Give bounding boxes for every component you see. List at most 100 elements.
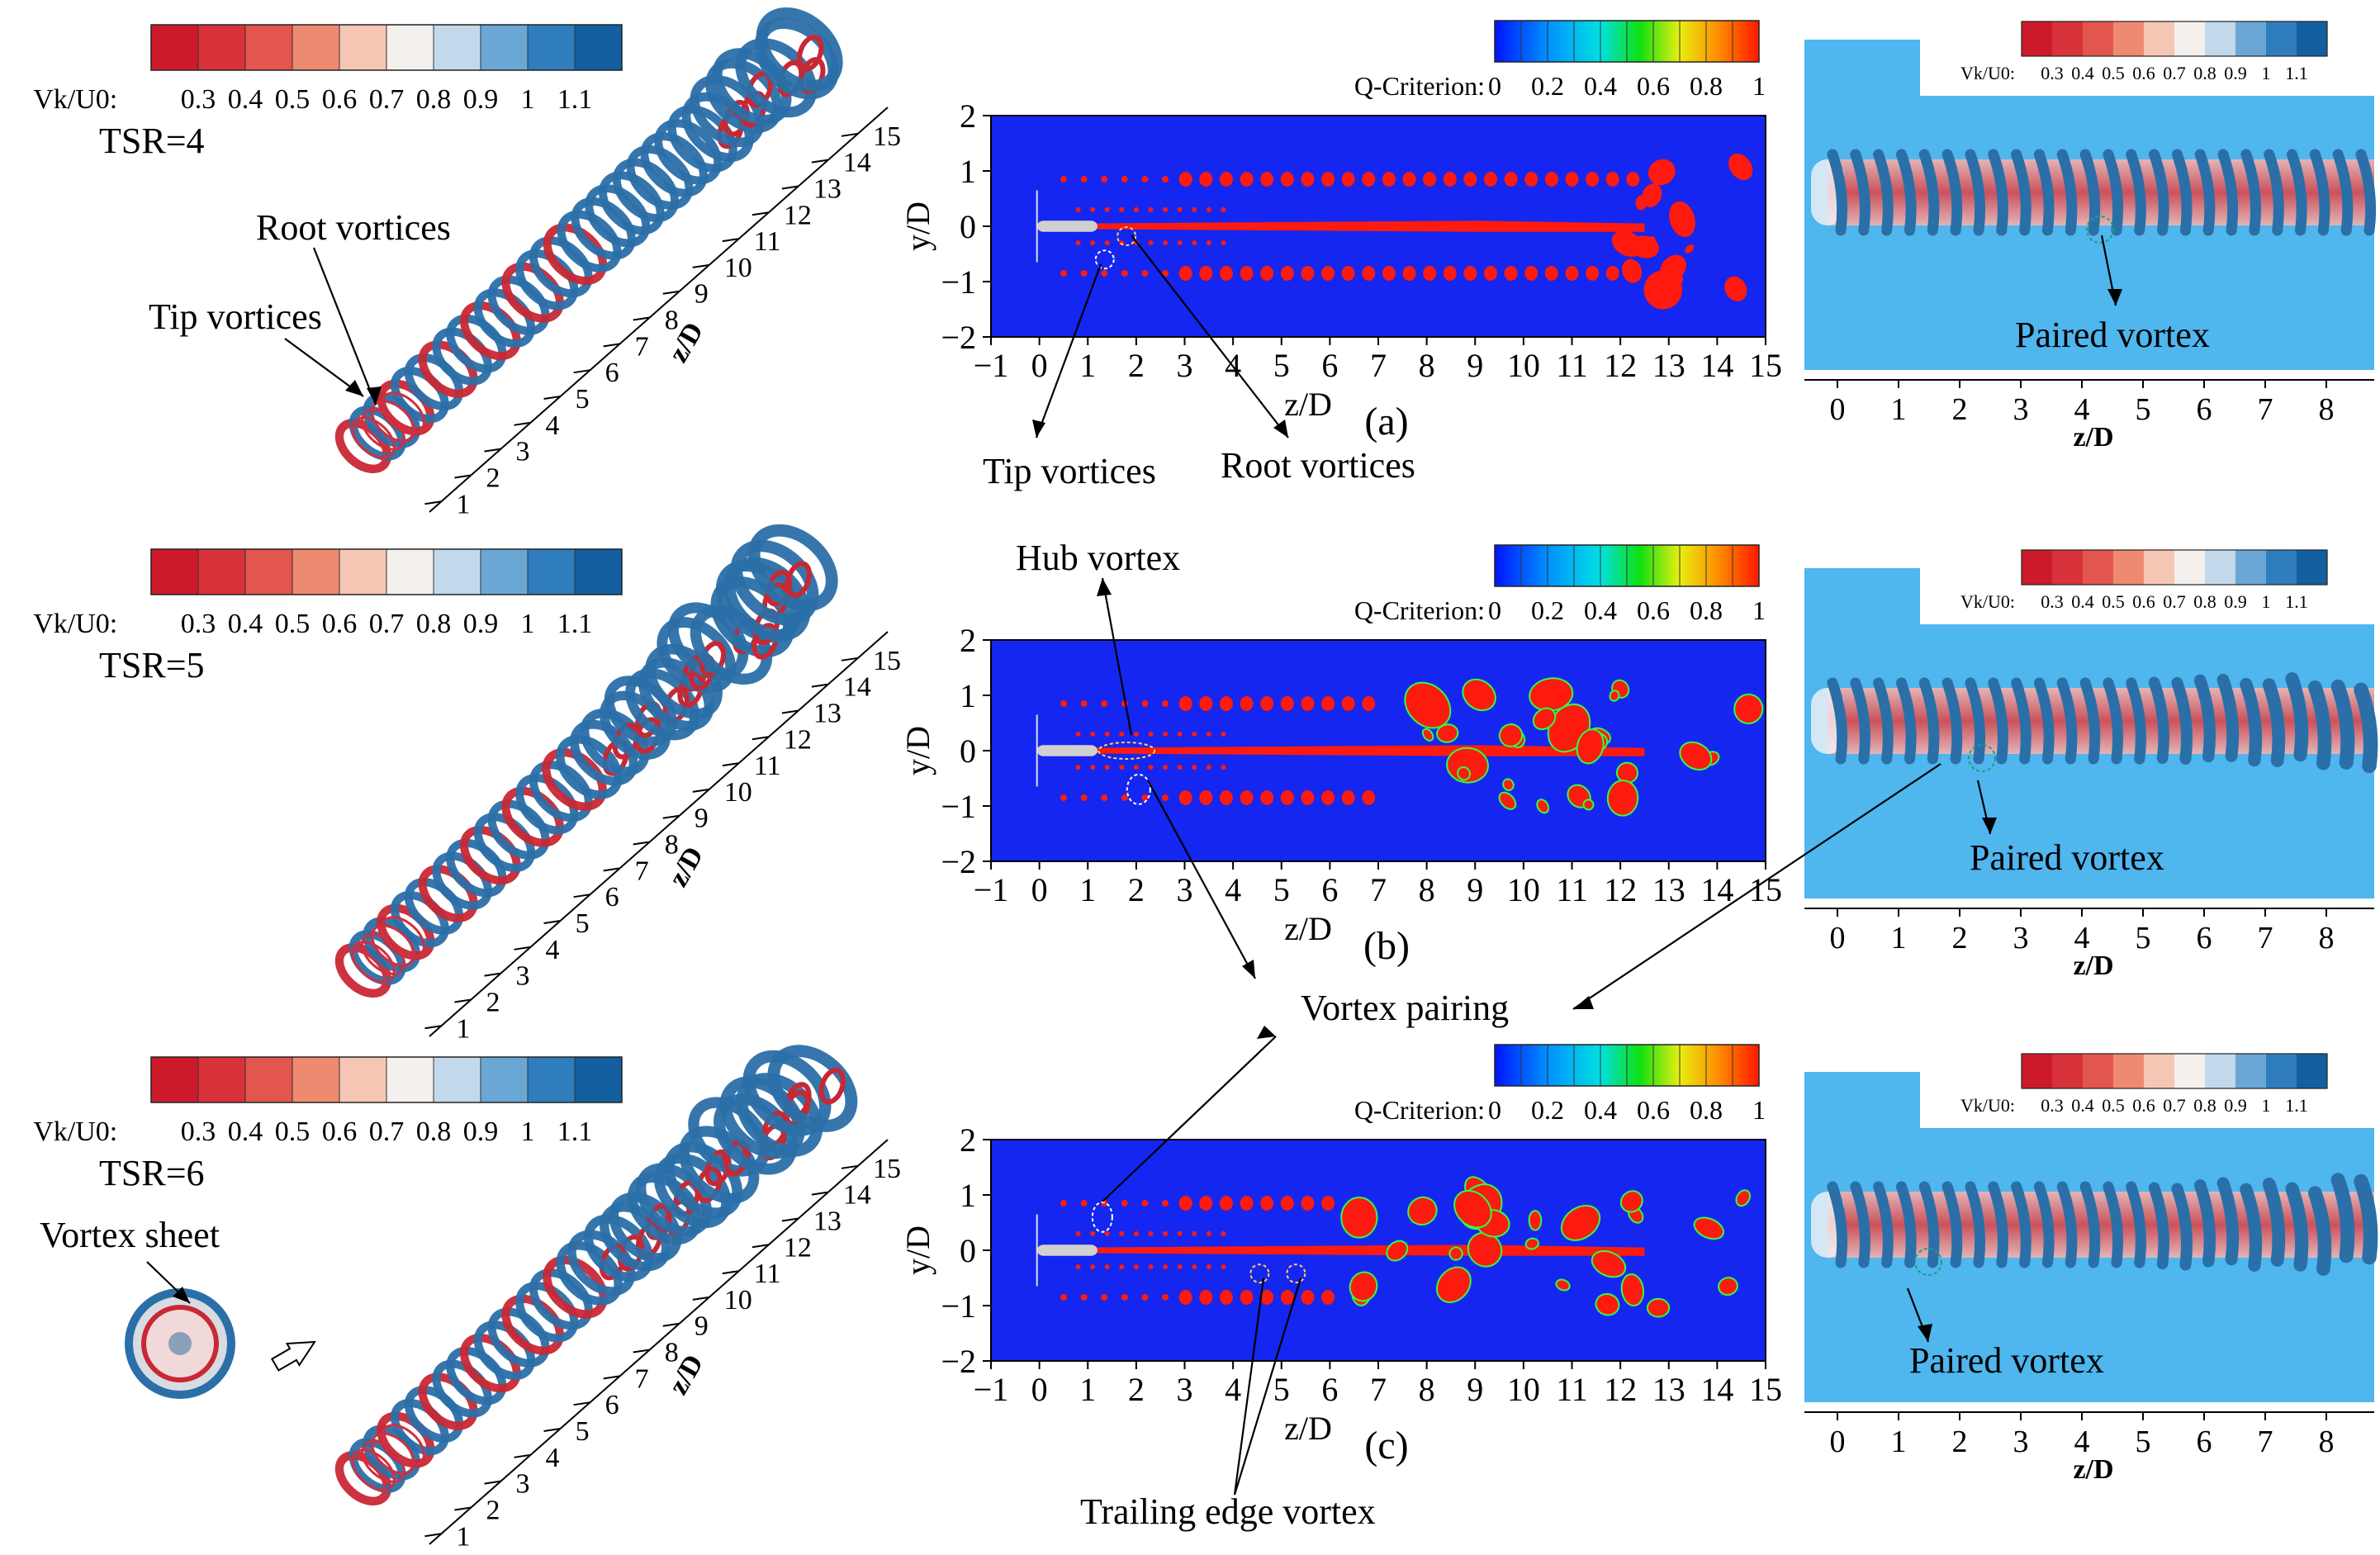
axis-3d-tick-label: 11 <box>754 226 781 257</box>
velocity-colorbar-segment <box>2297 1054 2328 1088</box>
left-3d-column: Vk/U0: 0.3 0.4 0.5 0.6 0.7 0.8 0.9 1 1.1TSR=41234… <box>33 7 901 1552</box>
helical-vortex-tube <box>1918 149 1940 236</box>
velocity-colorbar-tick: 0.9 <box>2224 1095 2247 1116</box>
x-tick-label: 5 <box>1273 871 1290 908</box>
x-tick-label: 8 <box>1419 871 1435 908</box>
q-colorbar-tick: 0.8 <box>1690 1095 1723 1125</box>
velocity-colorbar-segment <box>2266 550 2297 585</box>
x-tick-label: 6 <box>1321 871 1338 908</box>
velocity-colorbar: Vk/U0: 0.3 0.4 0.5 0.6 0.7 0.8 0.9 1 1.1 <box>33 24 623 115</box>
side-axis-tick-label: 1 <box>1891 921 1907 955</box>
velocity-colorbar-label: Vk/U0: <box>33 1116 117 1147</box>
axis-3d-tick <box>722 238 739 243</box>
root-vortex-core <box>1221 206 1226 212</box>
velocity-colorbar-tick: 0.5 <box>2102 591 2125 612</box>
tip-vortex-core <box>1463 172 1477 187</box>
root-vortices-label-a: Root vortices <box>1221 445 1415 486</box>
helical-vortex-tube <box>2216 1177 2240 1266</box>
wake-vortex-blob <box>1407 1196 1438 1226</box>
tip-vortex-core <box>1101 794 1108 801</box>
axis-3d-tick <box>454 474 472 479</box>
q-colorbar-tick: 0.2 <box>1531 71 1564 101</box>
axis-3d-tick <box>514 1453 531 1458</box>
axis-3d-tick <box>811 1191 829 1196</box>
axis-3d-tick <box>424 500 442 505</box>
wake-vortex-blob <box>1467 1231 1503 1268</box>
x-tick-label: 5 <box>1273 347 1290 384</box>
wake-vortex-blob <box>1462 678 1496 712</box>
root-vortex-core <box>1221 240 1226 246</box>
axis-3d-tick <box>484 448 501 453</box>
velocity-colorbar-segment <box>151 25 199 70</box>
side-axis-tick-label: 4 <box>2074 392 2090 427</box>
root-vortex-core <box>1090 206 1096 212</box>
side-axis-tick-label: 7 <box>2258 921 2273 955</box>
tip-vortex-core <box>1321 1196 1335 1211</box>
tip-vortex-core <box>1260 789 1274 805</box>
wake-vortex-blob <box>1606 780 1639 817</box>
tip-vortex-core <box>1060 1200 1067 1207</box>
velocity-colorbar-segment <box>528 549 576 595</box>
velocity-colorbar-segment <box>575 1057 623 1102</box>
paired-vortex-highlight <box>2086 216 2114 244</box>
axis-3d-tick-label: 11 <box>754 1259 781 1289</box>
velocity-colorbar-segment <box>292 549 340 595</box>
axis-3d-tick-label: 1 <box>456 489 470 519</box>
q-colorbar-tick: 0.2 <box>1531 1095 1564 1125</box>
tip-vortex-core <box>1240 789 1254 805</box>
vortex-ring <box>515 773 579 835</box>
axis-3d-tick-label: 14 <box>843 672 871 703</box>
tip-vortex-core <box>1141 794 1149 801</box>
axis-3d-tick-label: 7 <box>635 331 649 362</box>
velocity-colorbar-tick: 0.5 <box>275 609 311 639</box>
velocity-colorbar-segment <box>198 549 246 595</box>
axis-3d-tick <box>722 762 739 767</box>
velocity-colorbar-segment <box>198 1057 246 1102</box>
tip-vortex-core <box>1080 794 1088 801</box>
hub-vortex-region <box>1083 745 1645 756</box>
velocity-colorbar-tick: 0.3 <box>2041 63 2064 83</box>
axis-3d-tick-label: 9 <box>695 1311 709 1342</box>
axis-3d-tick-label: 2 <box>486 1495 500 1525</box>
side-axis-tick-label: 4 <box>2074 1425 2090 1459</box>
velocity-colorbar-tick: 0.5 <box>275 84 311 115</box>
tip-vortex-core <box>1219 789 1233 805</box>
velocity-colorbar-segment <box>434 549 481 595</box>
x-tick-label: 1 <box>1079 1371 1096 1408</box>
x-tick-label: 13 <box>1652 347 1685 384</box>
tip-vortex-core <box>1504 172 1518 187</box>
axis-3d-tick <box>543 396 561 400</box>
axis-3d-tick <box>841 132 859 137</box>
velocity-colorbar-tick: 0.4 <box>2071 591 2094 612</box>
velocity-colorbar-segment <box>2083 550 2114 585</box>
root-vortex-core <box>1163 206 1169 212</box>
velocity-colorbar-segment <box>2266 1054 2297 1088</box>
velocity-colorbar-segment <box>292 1057 340 1102</box>
x-axis-title: z/D <box>1284 386 1332 423</box>
vortex-ring <box>640 132 708 197</box>
axis-3d-tick <box>692 263 709 268</box>
tip-vortex-core <box>1341 172 1355 187</box>
velocity-colorbar-tick: 0.8 <box>2193 591 2216 612</box>
wake-vortex-blob <box>1436 723 1459 743</box>
root-vortex-core <box>1206 1230 1211 1236</box>
velocity-colorbar-tick: 0.9 <box>463 609 499 639</box>
root-vortex-core <box>1192 731 1197 737</box>
rotor-edge <box>361 932 405 975</box>
vortex-ring <box>767 1045 858 1132</box>
root-vortex-core <box>1148 731 1154 737</box>
velocity-colorbar-tick: 0.8 <box>2193 63 2216 83</box>
pairing-highlight <box>1091 1201 1113 1233</box>
y-axis-title: y/D <box>899 201 936 251</box>
vortex-ring <box>529 1268 593 1330</box>
axis-3d-tick-label: 8 <box>665 830 679 860</box>
axis-3d-tick <box>633 1349 650 1354</box>
velocity-colorbar-segment <box>198 25 246 70</box>
root-vortex-core <box>1206 765 1211 770</box>
root-vortex-core <box>1206 731 1211 737</box>
velocity-colorbar-tick: 0.6 <box>322 84 358 115</box>
root-vortex-core <box>1163 731 1169 737</box>
axis-3d-tick-label: 7 <box>635 1363 649 1394</box>
velocity-colorbar-segment <box>2113 21 2145 56</box>
rotor-edge <box>371 400 415 443</box>
